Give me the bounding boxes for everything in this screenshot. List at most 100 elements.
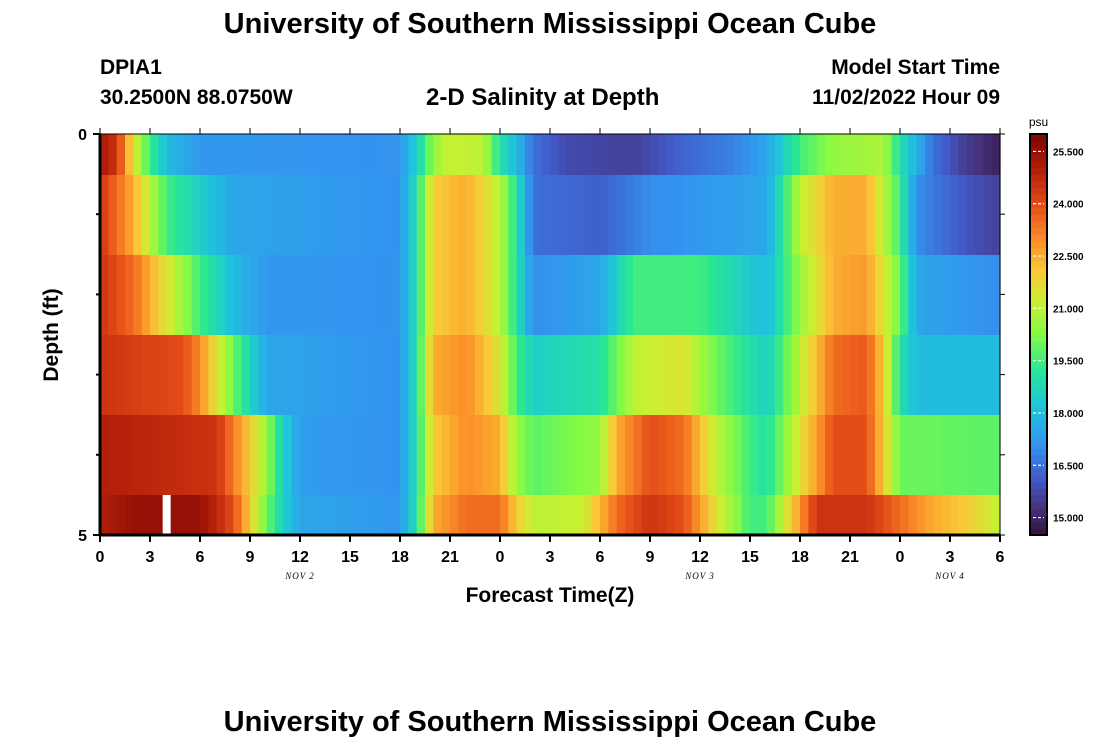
heatmap-cell [591, 415, 601, 495]
heatmap-cell [183, 175, 193, 255]
heatmap-cell [250, 255, 259, 335]
heatmap-cell [250, 335, 259, 415]
heatmap-cell [683, 255, 693, 335]
heatmap-cell [383, 255, 393, 335]
heatmap-cell [575, 134, 584, 175]
heatmap-cell [375, 335, 384, 415]
heatmap-cell [525, 495, 534, 535]
colorbar-tick-label: 21.000 [1053, 304, 1084, 315]
heatmap-cell [333, 175, 343, 255]
heatmap-cell [858, 175, 868, 255]
heatmap-cell [650, 335, 659, 415]
colorbar-segment [1030, 474, 1047, 483]
heatmap-cell [908, 335, 918, 415]
heatmap-cell [250, 415, 259, 495]
heatmap-cell [450, 415, 459, 495]
colorbar-segment [1030, 220, 1047, 229]
heatmap-cell [858, 495, 868, 535]
heatmap-cell [891, 175, 901, 255]
heatmap-cell [833, 495, 843, 535]
heatmap-cell [350, 495, 359, 535]
heatmap-cell [333, 255, 343, 335]
colorbar-segment [1030, 254, 1047, 262]
heatmap-cell [841, 175, 851, 255]
colorbar-tick-label: 15.000 [1053, 514, 1084, 525]
x-axis-label: Forecast Time(Z) [465, 584, 635, 607]
heatmap-cell [475, 175, 484, 255]
heatmap-cell [316, 255, 326, 335]
heatmap-cell [966, 415, 976, 495]
heatmap-cell [966, 255, 976, 335]
heatmap-cell [791, 415, 801, 495]
heatmap-cell [766, 335, 776, 415]
heatmap-cell [808, 335, 818, 415]
heatmap-cell [166, 335, 176, 415]
date-label: NOV 4 [934, 571, 965, 581]
heatmap-cell [733, 255, 743, 335]
heatmap-cell [983, 335, 993, 415]
heatmap-cell [183, 255, 193, 335]
heatmap-cell [641, 495, 651, 535]
colorbar-tick-label: 25.500 [1053, 147, 1084, 158]
heatmap-cell [741, 175, 751, 255]
heatmap-cell [500, 495, 509, 535]
x-tick-label: 3 [546, 549, 555, 566]
colorbar-segment [1030, 361, 1047, 369]
heatmap-cell [375, 175, 384, 255]
colorbar-tick-label: 16.500 [1053, 461, 1084, 472]
heatmap-cell [800, 175, 809, 255]
heatmap-cell [933, 255, 943, 335]
heatmap-cell [325, 495, 334, 535]
heatmap-cell [400, 134, 409, 175]
heatmap-cell [408, 175, 418, 255]
heatmap-cell [308, 255, 318, 335]
heatmap-cell [733, 495, 743, 535]
heatmap-cell [691, 134, 701, 175]
heatmap-cell [275, 255, 284, 335]
heatmap-cell [691, 335, 701, 415]
heatmap-cell [791, 495, 801, 535]
heatmap-cell [525, 415, 534, 495]
heatmap-cell [175, 175, 184, 255]
heatmap-cell [383, 134, 393, 175]
heatmap-cell [783, 255, 793, 335]
heatmap-cell [366, 335, 376, 415]
heatmap-cell [541, 255, 551, 335]
heatmap-cell [158, 415, 168, 495]
heatmap-cell [475, 495, 484, 535]
heatmap-cell [366, 255, 376, 335]
heatmap-cell [566, 415, 576, 495]
colorbar-segment [1030, 307, 1047, 316]
heatmap-cell [616, 175, 626, 255]
heatmap-cell [116, 495, 126, 535]
heatmap-cell [883, 335, 893, 415]
heatmap-cell [916, 495, 926, 535]
heatmap-cell [125, 495, 134, 535]
date-label: NOV 2 [284, 571, 315, 581]
heatmap-cell [866, 255, 876, 335]
heatmap-cell [158, 255, 168, 335]
heatmap-cell [500, 335, 509, 415]
heatmap-cell [708, 335, 718, 415]
heatmap-cell [483, 134, 493, 175]
heatmap-cell [241, 255, 251, 335]
heatmap-cell [716, 134, 726, 175]
heatmap-cell [275, 175, 284, 255]
heatmap-cell [625, 335, 634, 415]
colorbar-segment [1030, 194, 1047, 202]
colorbar-segment [1030, 381, 1047, 389]
heatmap-cell [291, 415, 301, 495]
heatmap-cell [600, 415, 609, 495]
heatmap-cell [941, 175, 951, 255]
heatmap-cell [800, 335, 809, 415]
heatmap-cell [958, 415, 968, 495]
heatmap-cell [566, 335, 576, 415]
heatmap-cell [425, 415, 434, 495]
heatmap-cell [850, 175, 859, 255]
heatmap-cell [983, 255, 993, 335]
heatmap-cell [558, 335, 568, 415]
heatmap-cell [925, 335, 934, 415]
heatmap-cell [316, 495, 326, 535]
heatmap-cell [416, 335, 426, 415]
heatmap-cell [608, 335, 618, 415]
